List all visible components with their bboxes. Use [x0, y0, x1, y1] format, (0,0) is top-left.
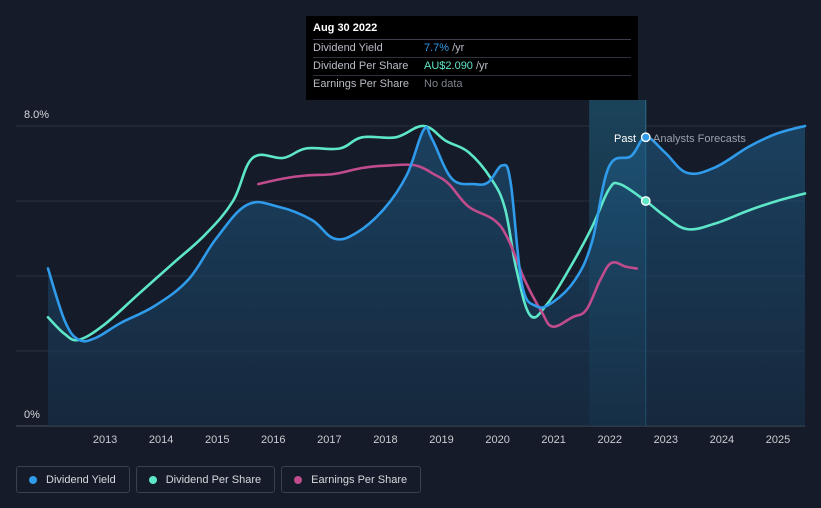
- tooltip-unit: /yr: [452, 42, 465, 54]
- x-tick-label: 2013: [93, 434, 117, 446]
- dividend-chart: 8.0% 0% Past Analysts Forecasts 2013 2014…: [16, 100, 807, 446]
- dividend-per-share-line: [46, 124, 807, 342]
- legend-label: Dividend Yield: [46, 473, 116, 486]
- tooltip-row-dividend-per-share: Dividend Per Share AU$2.090 /yr: [313, 58, 631, 76]
- chart-legend: Dividend Yield Dividend Per Share Earnin…: [16, 466, 422, 493]
- tooltip-label: Dividend Yield: [313, 42, 383, 54]
- x-tick-label: 2022: [597, 434, 621, 446]
- x-axis-ticks: 2013 2014 2015 2016 2017 2018 2019 2020 2021 2022…: [93, 434, 790, 446]
- markers: [640, 132, 651, 206]
- x-tick-label: 2015: [205, 434, 229, 446]
- tooltip-row-earnings-per-share: Earnings Per Share No data: [313, 76, 631, 93]
- dividend-yield-area: [48, 126, 805, 426]
- tooltip-value: AU$2.090: [424, 60, 473, 72]
- x-tick-label: 2014: [149, 434, 173, 446]
- x-tick-label: 2019: [429, 434, 453, 446]
- legend-label: Dividend Per Share: [165, 473, 262, 486]
- x-tick-label: 2021: [541, 434, 565, 446]
- x-tick-label: 2025: [766, 434, 790, 446]
- tooltip-label: Dividend Per Share: [313, 60, 409, 72]
- legend-dot-icon: [148, 475, 157, 484]
- legend-dot-icon: [29, 475, 37, 484]
- x-tick-label: 2018: [373, 434, 397, 446]
- tooltip-value: 7.7%: [424, 42, 450, 54]
- tooltip-date: Aug 30 2022: [313, 22, 631, 40]
- legend-dot-icon: [294, 475, 303, 484]
- tooltip-value: No data: [424, 78, 463, 90]
- x-tick-label: 2017: [317, 434, 341, 446]
- dividend-yield-marker: [640, 132, 651, 143]
- x-tick-label: 2016: [261, 434, 285, 446]
- x-tick-label: 2024: [710, 434, 734, 446]
- past-label: Past: [614, 133, 636, 145]
- y-axis-max-label: 8.0%: [24, 109, 49, 121]
- tooltip-row-dividend-yield: Dividend Yield 7.7% /yr: [313, 40, 631, 58]
- tooltip-label: Earnings Per Share: [313, 78, 409, 90]
- x-tick-label: 2020: [485, 434, 509, 446]
- hover-tooltip: Aug 30 2022 Dividend Yield 7.7% /yr Divi…: [306, 16, 638, 100]
- legend-item-dividend-yield[interactable]: Dividend Yield: [16, 466, 130, 493]
- dividend-per-share-marker: [640, 196, 651, 206]
- analysts-forecasts-label: Analysts Forecasts: [653, 133, 746, 145]
- legend-item-earnings-per-share[interactable]: Earnings Per Share: [281, 466, 422, 493]
- legend-item-dividend-per-share[interactable]: Dividend Per Share: [135, 466, 276, 493]
- axis-labels: 8.0% 0% Past Analysts Forecasts: [24, 109, 746, 421]
- x-tick-label: 2023: [654, 434, 678, 446]
- earnings-per-share-line: [257, 163, 639, 328]
- legend-label: Earnings Per Share: [311, 473, 408, 486]
- y-axis-min-label: 0%: [24, 409, 40, 421]
- tooltip-unit: /yr: [475, 60, 489, 72]
